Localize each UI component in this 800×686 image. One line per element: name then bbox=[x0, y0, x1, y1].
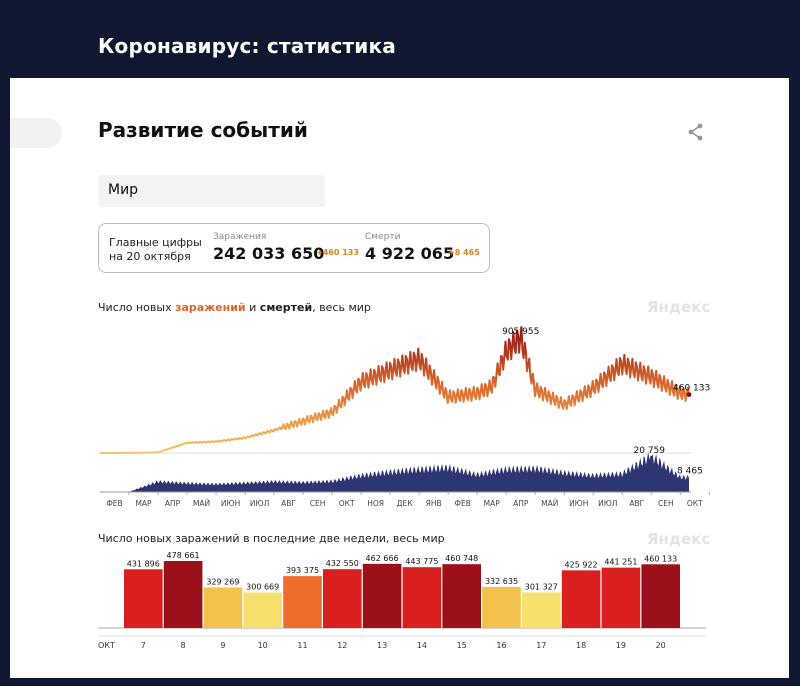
x-tick-label: МАЙ bbox=[541, 499, 558, 508]
bar[interactable] bbox=[641, 564, 680, 628]
bar-category-label: 10 bbox=[258, 641, 268, 650]
bar-value-label: 301 327 bbox=[525, 582, 558, 591]
bar-chart: 431 896 7 478 661 8 329 269 9 300 669 10 393 375… bbox=[98, 551, 706, 650]
yandex-watermark-2: Яндекс bbox=[647, 530, 711, 548]
bar-chart-title: Число новых заражений в последние две не… bbox=[98, 532, 445, 545]
key-figures-label: Главные цифры на 20 октября bbox=[109, 236, 202, 263]
x-tick-label: МАР bbox=[135, 499, 152, 508]
deaths-label: Смерти bbox=[365, 232, 401, 242]
x-tick-label: НОЯ bbox=[367, 499, 384, 508]
bar[interactable] bbox=[402, 567, 442, 628]
bar-category-label: 16 bbox=[496, 641, 506, 650]
bar-value-label: 441 251 bbox=[604, 558, 637, 567]
bar-category-label: 18 bbox=[576, 641, 586, 650]
cases-delta: +460 133 bbox=[316, 248, 359, 257]
bar-value-label: 425 922 bbox=[565, 560, 598, 569]
x-tick-label: ФЕВ bbox=[455, 499, 471, 508]
cases-value: 242 033 650 bbox=[213, 244, 325, 263]
x-tick-label: АВГ bbox=[629, 499, 644, 508]
x-tick-label: СЕН bbox=[658, 499, 674, 508]
bar-value-label: 431 896 bbox=[127, 559, 160, 568]
deaths-value: 4 922 065 bbox=[365, 244, 455, 263]
bar-month-label: ОКТ bbox=[98, 641, 115, 650]
bar-category-label: 20 bbox=[656, 641, 666, 650]
bar[interactable] bbox=[163, 561, 203, 628]
x-tick-label: МАЙ bbox=[193, 499, 210, 508]
bar[interactable] bbox=[124, 569, 163, 628]
x-tick-label: ИЮН bbox=[221, 499, 240, 508]
bar[interactable] bbox=[482, 586, 521, 628]
bar-value-label: 432 550 bbox=[326, 559, 359, 568]
bar-category-label: 9 bbox=[220, 641, 225, 650]
page-title: Коронавирус: статистика bbox=[98, 34, 396, 58]
bar-value-label: 460 133 bbox=[644, 554, 677, 563]
bar[interactable] bbox=[203, 587, 243, 628]
x-tick-label: ЯНВ bbox=[426, 499, 442, 508]
bar[interactable] bbox=[243, 592, 282, 628]
bar-category-label: 19 bbox=[616, 641, 626, 650]
bar[interactable] bbox=[601, 567, 641, 628]
region-select[interactable]: Мир bbox=[98, 175, 325, 207]
x-tick-label: МАР bbox=[484, 499, 501, 508]
bar-category-label: 8 bbox=[181, 641, 186, 650]
yandex-watermark: Яндекс bbox=[647, 298, 711, 316]
bar-category-label: 17 bbox=[536, 641, 546, 650]
trend-chart-title: Число новых заражений и смертей, весь ми… bbox=[98, 301, 371, 314]
x-tick-label: ИЮЛ bbox=[250, 499, 269, 508]
x-tick-label: ИЮН bbox=[569, 499, 588, 508]
bar[interactable] bbox=[323, 569, 362, 628]
x-tick-label: ИЮЛ bbox=[598, 499, 617, 508]
deaths-peak-label: 20 759 bbox=[634, 446, 666, 456]
bar-value-label: 300 669 bbox=[246, 583, 279, 592]
bar-value-label: 443 775 bbox=[405, 557, 438, 566]
bar[interactable] bbox=[522, 592, 561, 628]
bar-value-label: 332 635 bbox=[485, 577, 518, 586]
content-card: Развитие событий Мир Главные цифры на 20… bbox=[10, 78, 789, 678]
bar-category-label: 11 bbox=[297, 641, 307, 650]
bar[interactable] bbox=[283, 576, 322, 628]
bar-category-label: 7 bbox=[141, 641, 146, 650]
bar-value-label: 462 666 bbox=[366, 554, 399, 563]
key-figures-box: Главные цифры на 20 октября Заражения 24… bbox=[98, 223, 490, 273]
x-tick-label: АПР bbox=[513, 499, 529, 508]
bar-value-label: 393 375 bbox=[286, 566, 319, 575]
x-tick-label: ДЕК bbox=[397, 499, 414, 508]
side-tab[interactable] bbox=[10, 118, 62, 148]
bar[interactable] bbox=[442, 564, 481, 628]
bar-category-label: 12 bbox=[337, 641, 347, 650]
bar[interactable] bbox=[561, 570, 601, 628]
bar[interactable] bbox=[362, 563, 402, 628]
bar-value-label: 460 748 bbox=[445, 554, 478, 563]
top-header: Коронавирус: статистика bbox=[0, 0, 800, 78]
x-tick-label: АПР bbox=[165, 499, 181, 508]
x-tick-label: СЕН bbox=[310, 499, 326, 508]
x-tick-label: АВГ bbox=[281, 499, 296, 508]
cases-peak-label: 905 955 bbox=[502, 327, 539, 337]
cases-series-line bbox=[100, 326, 690, 454]
x-tick-label: ОКТ bbox=[339, 499, 355, 508]
cases-last-label: 460 133 bbox=[673, 384, 710, 394]
bar-category-label: 14 bbox=[417, 641, 427, 650]
bar-value-label: 478 661 bbox=[167, 551, 200, 560]
deaths-delta: +8 465 bbox=[448, 248, 480, 257]
cases-last-point bbox=[686, 392, 692, 397]
share-icon[interactable] bbox=[686, 122, 706, 142]
section-title: Развитие событий bbox=[98, 118, 308, 142]
bar-category-label: 15 bbox=[457, 641, 467, 650]
deaths-last-label: 8 465 bbox=[677, 466, 703, 476]
x-tick-label: ОКТ bbox=[687, 499, 703, 508]
bar-value-label: 329 269 bbox=[206, 577, 239, 586]
deaths-series-area bbox=[100, 451, 689, 492]
bar-category-label: 13 bbox=[377, 641, 387, 650]
trend-chart: 905 955 460 133 20 759 8 465 ФЕВ МАР АПР МАЙ ИЮН… bbox=[100, 326, 710, 508]
x-tick-label: ФЕВ bbox=[106, 499, 122, 508]
cases-label: Заражения bbox=[213, 232, 267, 242]
